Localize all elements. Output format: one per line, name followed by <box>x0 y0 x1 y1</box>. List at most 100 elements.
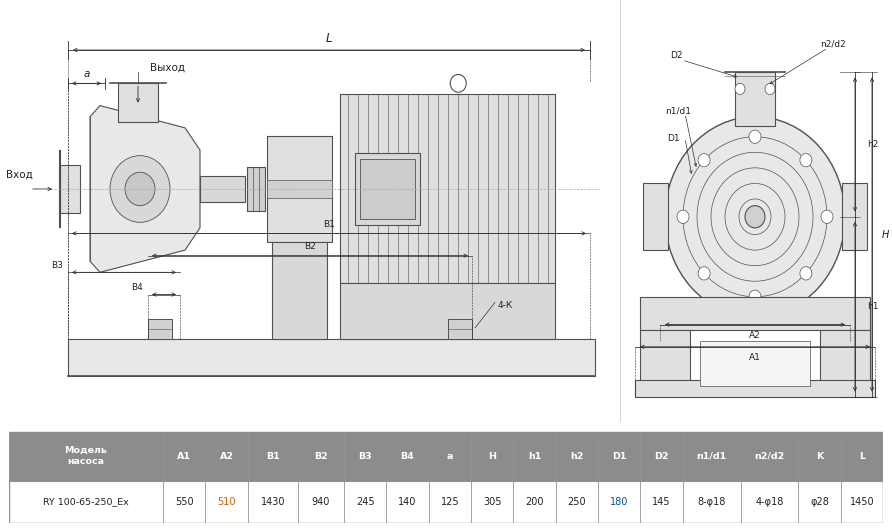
Bar <box>118 83 158 122</box>
Circle shape <box>745 205 765 228</box>
Text: 200: 200 <box>525 497 544 507</box>
Circle shape <box>125 172 155 205</box>
Bar <box>267 180 332 198</box>
Bar <box>700 341 810 386</box>
Text: h2: h2 <box>867 140 879 149</box>
Text: n2/d2: n2/d2 <box>755 452 785 461</box>
Text: A1: A1 <box>749 353 761 362</box>
Text: φ28: φ28 <box>810 497 829 507</box>
Text: n1/d1: n1/d1 <box>697 452 727 461</box>
Bar <box>429 481 471 523</box>
Bar <box>340 284 555 339</box>
Text: A2: A2 <box>749 331 761 340</box>
Bar <box>205 432 248 481</box>
Text: a: a <box>447 452 453 461</box>
Bar <box>163 481 205 523</box>
Text: a: a <box>83 70 90 80</box>
Bar <box>841 432 883 481</box>
Text: 125: 125 <box>441 497 459 507</box>
Text: n2/d2: n2/d2 <box>820 40 846 49</box>
Bar <box>740 481 798 523</box>
Bar <box>148 319 172 339</box>
Text: B3: B3 <box>51 261 63 270</box>
Text: A1: A1 <box>178 452 191 461</box>
Bar <box>360 159 415 219</box>
Circle shape <box>735 83 745 95</box>
Text: L: L <box>859 452 865 461</box>
Bar <box>471 481 514 523</box>
Bar <box>248 481 298 523</box>
Bar <box>683 432 740 481</box>
Text: B1: B1 <box>323 220 334 229</box>
Bar <box>599 432 640 481</box>
Polygon shape <box>90 106 200 272</box>
Bar <box>798 432 841 481</box>
Bar <box>643 183 668 250</box>
Bar <box>556 432 599 481</box>
Bar <box>68 339 595 376</box>
Text: 1430: 1430 <box>260 497 285 507</box>
Bar <box>205 481 248 523</box>
Text: D2: D2 <box>670 51 682 60</box>
Bar <box>9 481 163 523</box>
Circle shape <box>800 154 812 167</box>
Bar <box>599 481 640 523</box>
Text: 250: 250 <box>567 497 586 507</box>
Text: h2: h2 <box>570 452 583 461</box>
Text: h1: h1 <box>867 303 879 312</box>
Bar <box>640 330 690 386</box>
Bar <box>248 432 298 481</box>
Bar <box>735 72 775 126</box>
Bar <box>247 167 265 211</box>
Bar <box>820 330 870 386</box>
Text: 145: 145 <box>652 497 671 507</box>
Text: 305: 305 <box>483 497 501 507</box>
Text: B1: B1 <box>266 452 279 461</box>
Text: 4-φ18: 4-φ18 <box>756 497 784 507</box>
Text: n1/d1: n1/d1 <box>665 107 691 116</box>
Text: 1450: 1450 <box>849 497 874 507</box>
Bar <box>740 432 798 481</box>
Text: Вход: Вход <box>6 170 33 180</box>
Bar <box>640 481 683 523</box>
Bar <box>841 481 883 523</box>
Circle shape <box>677 210 689 223</box>
Bar <box>340 95 555 284</box>
Bar <box>556 481 599 523</box>
Text: 510: 510 <box>218 497 235 507</box>
Bar <box>635 380 875 397</box>
Bar <box>163 432 205 481</box>
Text: D1: D1 <box>612 452 626 461</box>
Bar <box>344 481 386 523</box>
Bar <box>514 481 556 523</box>
Text: H: H <box>882 230 889 240</box>
Text: Модель
насоса: Модель насоса <box>64 446 107 466</box>
Circle shape <box>698 267 710 280</box>
Circle shape <box>665 117 845 317</box>
Bar <box>355 154 420 224</box>
Text: B2: B2 <box>304 242 316 251</box>
Text: B3: B3 <box>359 452 372 461</box>
Text: A2: A2 <box>219 452 234 461</box>
Text: 4-К: 4-К <box>498 301 513 310</box>
Circle shape <box>765 83 775 95</box>
Circle shape <box>698 154 710 167</box>
Bar <box>386 432 429 481</box>
Bar <box>298 432 344 481</box>
Text: 245: 245 <box>356 497 375 507</box>
Text: B4: B4 <box>131 284 143 293</box>
Text: RY 100-65-250_Ex: RY 100-65-250_Ex <box>43 497 128 506</box>
Bar <box>60 165 80 213</box>
Circle shape <box>749 290 761 304</box>
Bar <box>514 432 556 481</box>
Bar <box>298 481 344 523</box>
Text: Выход: Выход <box>150 62 185 72</box>
Text: B4: B4 <box>401 452 415 461</box>
Text: B2: B2 <box>314 452 327 461</box>
Bar <box>471 432 514 481</box>
Circle shape <box>110 156 170 222</box>
Text: 940: 940 <box>311 497 330 507</box>
Text: h1: h1 <box>528 452 541 461</box>
Bar <box>842 183 867 250</box>
Text: D2: D2 <box>655 452 669 461</box>
